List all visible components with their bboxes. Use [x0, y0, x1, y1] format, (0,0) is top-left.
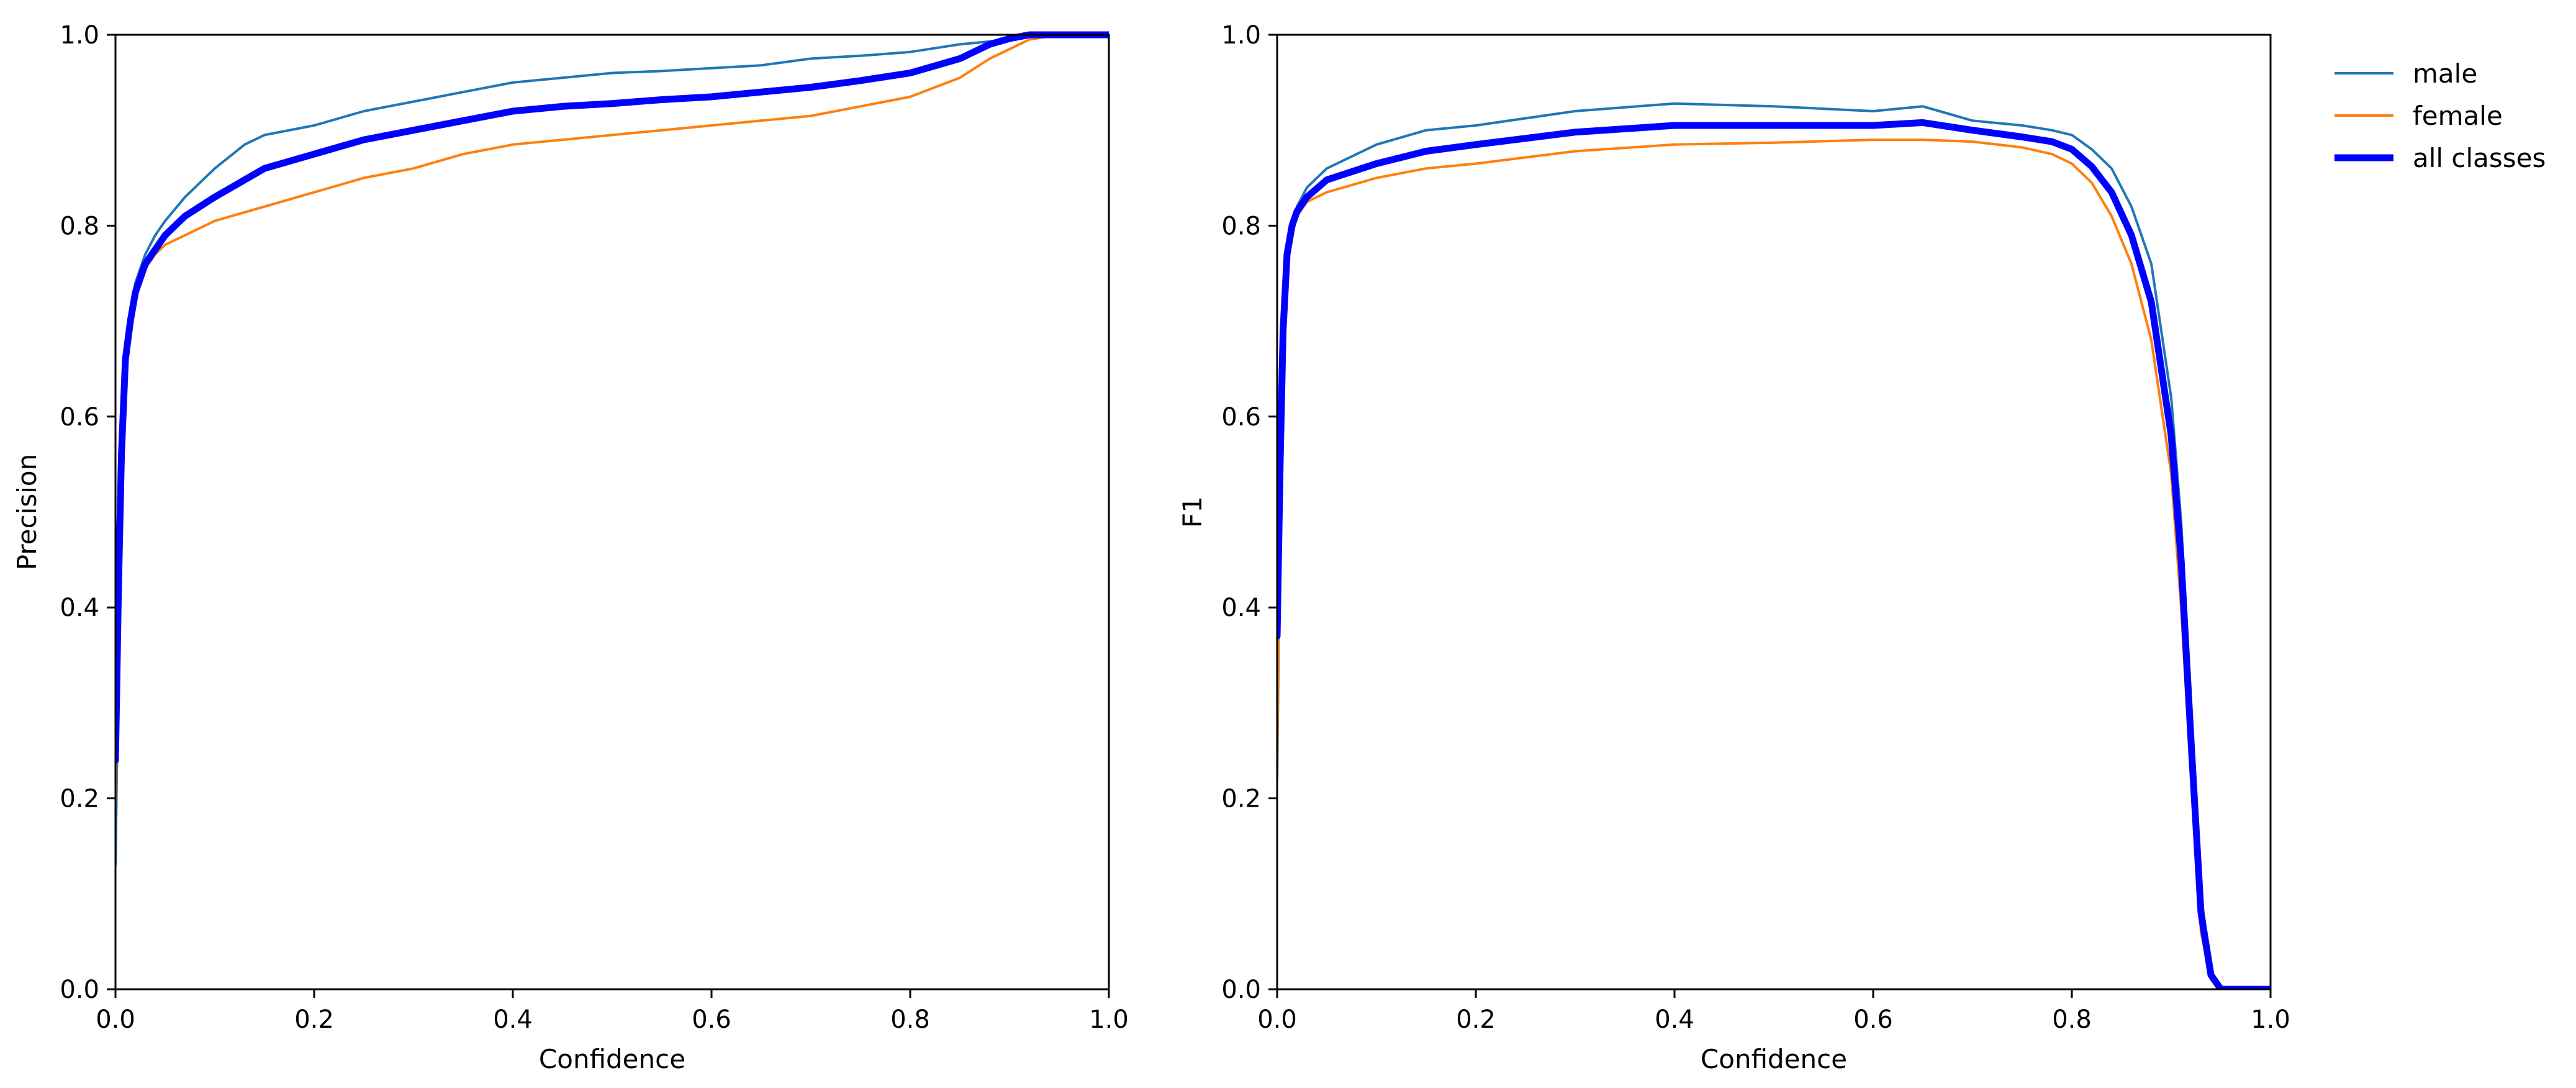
series-line-female — [115, 34, 1109, 800]
y-axis-label: Precision — [12, 454, 42, 570]
y-tick-label: 0.6 — [1221, 403, 1261, 432]
x-axis-label: Confidence — [539, 1044, 685, 1074]
y-tick-label: 1.0 — [1221, 21, 1261, 50]
series-line-male — [1277, 102, 2271, 989]
series-line-female — [1277, 138, 2271, 989]
y-tick-label: 0.4 — [1221, 594, 1261, 622]
x-tick-label: 1.0 — [2251, 1005, 2290, 1034]
series-line-all-classes — [115, 31, 1109, 764]
y-tick-label: 0.2 — [60, 785, 99, 814]
y-tick-label: 0.8 — [60, 212, 99, 240]
x-tick-label: 0.8 — [2052, 1005, 2092, 1034]
legend-label-all-classes: all classes — [2413, 143, 2546, 173]
x-tick-label: 1.0 — [1089, 1005, 1129, 1034]
y-tick-label: 0.2 — [1221, 785, 1261, 814]
series-line-all-classes — [1277, 119, 2271, 989]
chart-legend: male female all classes — [2334, 58, 2546, 173]
y-tick-label: 0.6 — [60, 403, 99, 432]
y-tick-label: 0.0 — [60, 976, 99, 1004]
x-tick-label: 0.6 — [692, 1005, 731, 1034]
y-tick-label: 0.0 — [1221, 976, 1261, 1004]
axes-frame — [114, 34, 1110, 991]
y-tick-label: 1.0 — [60, 21, 99, 50]
x-tick-label: 0.0 — [96, 1005, 135, 1034]
series-group — [1277, 102, 2271, 989]
axes-frame — [1276, 34, 2272, 991]
x-tick-label: 0.4 — [493, 1005, 533, 1034]
x-tick-label: 0.2 — [1456, 1005, 1496, 1034]
y-tick-label: 0.4 — [60, 594, 99, 622]
x-tick-label: 0.0 — [1257, 1005, 1297, 1034]
x-tick-label: 0.6 — [1853, 1005, 1893, 1034]
legend-label-female: female — [2413, 101, 2503, 131]
x-tick-label: 0.4 — [1655, 1005, 1694, 1034]
legend-label-male: male — [2413, 58, 2477, 89]
x-axis-label: Confidence — [1701, 1044, 1847, 1074]
x-tick-label: 0.2 — [294, 1005, 334, 1034]
x-tick-label: 0.8 — [890, 1005, 930, 1034]
series-line-male — [115, 34, 1109, 867]
y-tick-label: 0.8 — [1221, 212, 1261, 240]
precision-confidence-panel: 0.0 0.2 0.4 0.6 0.8 1.0 0.0 0.2 0.4 0.6 0.8 1.0 Conf… — [12, 21, 1129, 1074]
y-axis-label: F1 — [1177, 496, 1208, 528]
series-group — [115, 31, 1109, 867]
f1-confidence-panel: 0.0 0.2 0.4 0.6 0.8 1.0 0.0 0.2 0.4 0.6 0.8 1.0 Conf… — [1177, 21, 2290, 1074]
